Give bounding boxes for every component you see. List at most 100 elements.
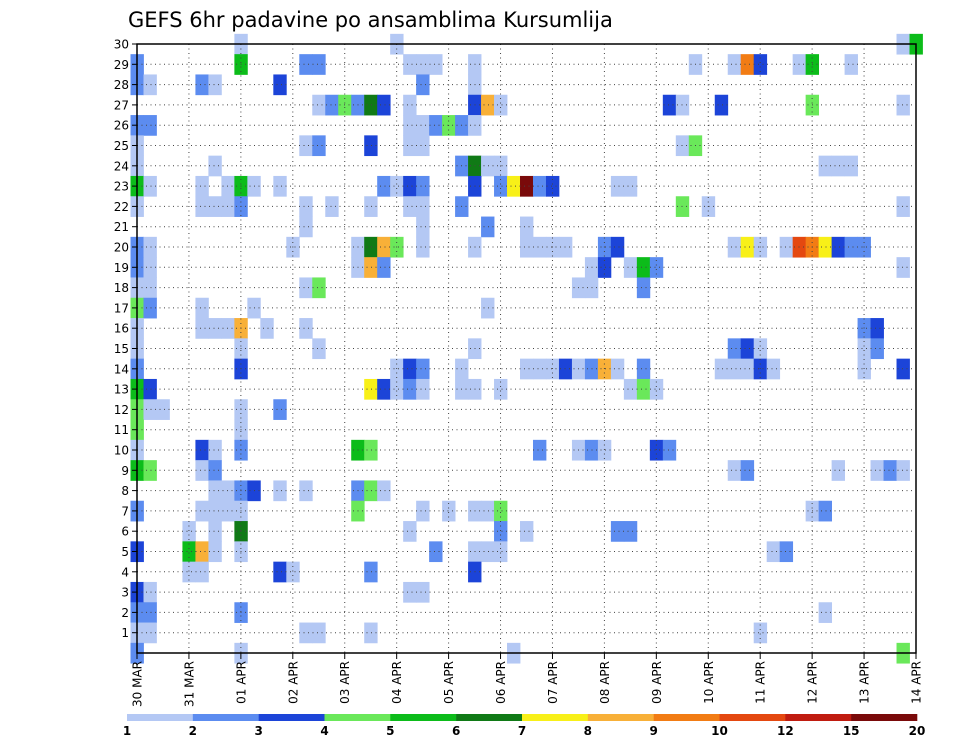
- colorbar-label: 8: [584, 724, 592, 738]
- precip-cell: [416, 115, 430, 136]
- precip-cell: [221, 480, 235, 502]
- x-tick-label: 10 APR: [702, 661, 716, 704]
- x-tick-label: 01 APR: [234, 661, 248, 704]
- y-tick-label: 4: [121, 565, 129, 579]
- precip-cell: [143, 257, 157, 278]
- precip-cell: [507, 175, 521, 197]
- precip-cell: [390, 175, 404, 197]
- precip-cell: [494, 378, 508, 400]
- colorbar-segment: [851, 714, 918, 721]
- precip-cell: [377, 378, 391, 400]
- precip-cell: [481, 94, 495, 116]
- precip-cell: [740, 358, 755, 380]
- precip-cell: [143, 297, 157, 319]
- x-tick-label: 04 APR: [390, 661, 404, 704]
- precip-cell: [143, 74, 157, 96]
- precip-cell: [494, 500, 508, 522]
- precip-cell: [143, 115, 157, 136]
- y-tick-label: 20: [114, 241, 129, 255]
- precip-cell: [545, 175, 560, 197]
- x-tick-label: 06 APR: [494, 661, 508, 704]
- precip-cell: [740, 460, 755, 481]
- precip-cell: [143, 378, 157, 400]
- y-tick-label: 7: [121, 504, 129, 518]
- precip-cell: [896, 257, 910, 278]
- precip-cell: [208, 460, 222, 481]
- precip-cell: [416, 500, 430, 522]
- colorbar-segment: [192, 714, 259, 721]
- precip-cell: [442, 500, 456, 522]
- precip-cell: [312, 622, 326, 644]
- precip-cell: [753, 338, 768, 360]
- colorbar-label: 1: [123, 724, 131, 738]
- colorbar-segment: [127, 714, 194, 721]
- precip-cell: [273, 175, 287, 197]
- precip-cell: [883, 460, 897, 481]
- precip-cell: [636, 277, 651, 299]
- precip-cell: [377, 94, 391, 116]
- precip-cell: [195, 196, 209, 217]
- precip-cell: [727, 460, 742, 481]
- precip-cell: [325, 196, 339, 217]
- precip-cell: [403, 94, 417, 116]
- y-tick-label: 23: [114, 180, 129, 194]
- y-tick-label: 1: [121, 626, 129, 640]
- precip-cell: [208, 521, 222, 542]
- precip-cell: [831, 155, 845, 177]
- precip-cell: [403, 358, 417, 380]
- precip-cell: [403, 378, 417, 400]
- precip-cell: [221, 318, 235, 339]
- precip-cell: [299, 135, 313, 157]
- precip-cell: [896, 460, 910, 481]
- precip-cell: [481, 297, 495, 319]
- precip-cell: [896, 196, 910, 217]
- colorbar-segment: [785, 714, 852, 721]
- precip-cell: [182, 561, 196, 583]
- precip-cell: [844, 236, 858, 258]
- precip-cell: [195, 561, 209, 583]
- y-tick-label: 10: [114, 444, 129, 458]
- y-tick-label: 13: [114, 383, 129, 397]
- precip-cell: [727, 236, 742, 258]
- precip-cell: [273, 74, 287, 96]
- precip-cell: [364, 439, 378, 461]
- precip-cell: [364, 135, 378, 157]
- precip-cell: [299, 216, 313, 238]
- precip-cell: [221, 196, 235, 217]
- precip-cell: [195, 175, 209, 197]
- precip-cell: [896, 94, 910, 116]
- precip-cell: [481, 500, 495, 522]
- x-tick-label: 14 APR: [910, 661, 924, 704]
- precip-cell: [208, 196, 222, 217]
- precip-cell: [896, 358, 910, 380]
- precip-cell: [299, 54, 313, 75]
- precip-cell: [312, 277, 326, 299]
- precip-cell: [610, 358, 625, 380]
- precip-cell: [844, 54, 858, 75]
- x-tick-label: 05 APR: [442, 661, 456, 704]
- precip-cell: [416, 581, 430, 603]
- precip-cell: [208, 480, 222, 502]
- precip-cell: [597, 439, 612, 461]
- precip-cell: [520, 521, 534, 542]
- precip-cell: [766, 541, 781, 563]
- colorbar-label: 20: [909, 724, 926, 738]
- precip-cell: [766, 358, 781, 380]
- y-tick-label: 12: [114, 403, 129, 417]
- y-tick-label: 9: [121, 464, 129, 478]
- colorbar-label: 2: [189, 724, 197, 738]
- precip-cell: [403, 115, 417, 136]
- precip-cell: [831, 460, 845, 481]
- precip-cell: [182, 541, 196, 563]
- precip-cell: [273, 399, 287, 420]
- precip-cell: [662, 94, 677, 116]
- y-tick-label: 2: [121, 606, 129, 620]
- precip-cell: [416, 54, 430, 75]
- precip-cell: [273, 480, 287, 502]
- precip-cell: [416, 135, 430, 157]
- colorbar-segment: [258, 714, 325, 721]
- precip-cell: [377, 257, 391, 278]
- precip-cell: [727, 338, 742, 360]
- x-tick-label: 12 APR: [806, 661, 820, 704]
